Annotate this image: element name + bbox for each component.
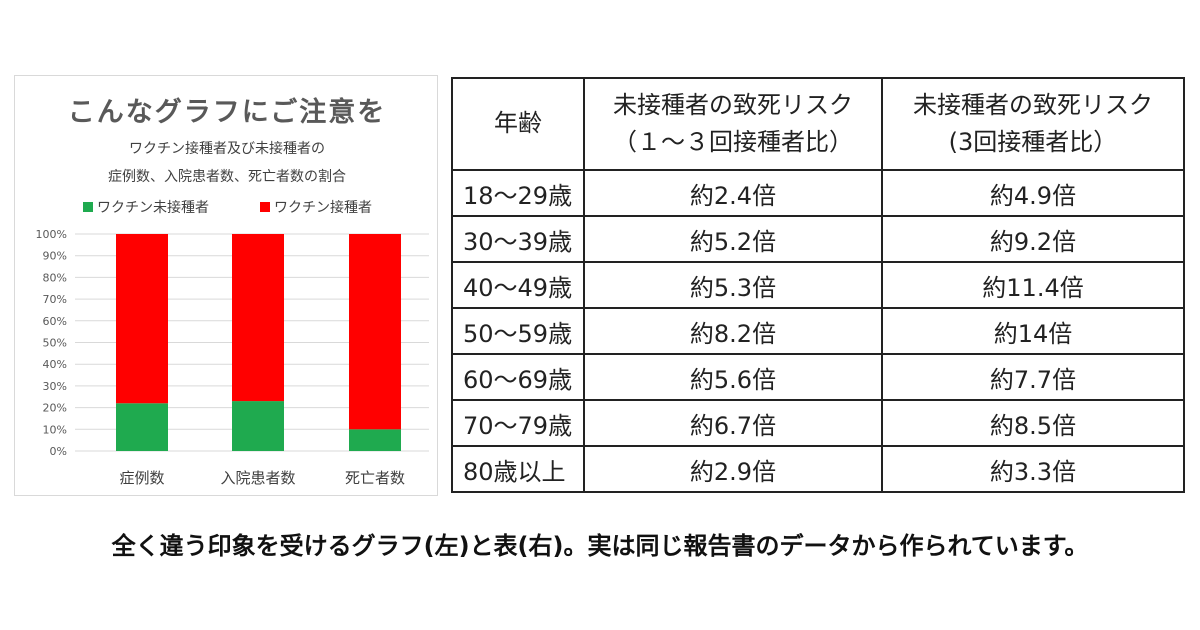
header-risk-1-3: 未接種者の致死リスク （１～３回接種者比） bbox=[583, 77, 883, 171]
header-risk-3: 未接種者の致死リスク (3回接種者比） bbox=[881, 77, 1185, 171]
risk-1-3-cell: 約5.2倍 bbox=[583, 215, 883, 263]
table-row: 30～39歳 約5.2倍 約9.2倍 bbox=[451, 215, 1185, 263]
chart-panel: 0% 10% 20% 30% 40% 50% 60% 70% 80% 90% 100% ワクチン未接種… bbox=[14, 75, 438, 496]
table-row: 40～49歳 約5.3倍 約11.4倍 bbox=[451, 261, 1185, 309]
y-tick-label: 100% bbox=[36, 228, 67, 241]
age-cell: 80歳以上 bbox=[451, 445, 585, 493]
table-row: 70～79歳 約6.7倍 約8.5倍 bbox=[451, 399, 1185, 447]
risk-1-3-cell: 約2.4倍 bbox=[583, 169, 883, 217]
y-tick-label: 40% bbox=[43, 358, 67, 371]
y-tick-label: 80% bbox=[43, 271, 67, 284]
bar-segment bbox=[232, 234, 284, 402]
y-tick-label: 50% bbox=[43, 337, 67, 350]
table-row: 50～59歳 約8.2倍 約14倍 bbox=[451, 307, 1185, 355]
category-label: 死亡者数 bbox=[345, 469, 405, 487]
table-header-row: 年齢 未接種者の致死リスク （１～３回接種者比） 未接種者の致死リスク (3回接… bbox=[451, 77, 1185, 171]
header-risk-1-3-line-2: （１～３回接種者比） bbox=[613, 128, 853, 156]
risk-3-cell: 約9.2倍 bbox=[881, 215, 1185, 263]
legend-swatch bbox=[83, 202, 93, 212]
header-age: 年齢 bbox=[451, 77, 585, 171]
legend-label: ワクチン接種者 bbox=[274, 199, 372, 216]
chart-subtitle-line-2: 症例数、入院患者数、死亡者数の割合 bbox=[108, 169, 346, 185]
table-body: 18～29歳 約2.4倍 約4.9倍 30～39歳 約5.2倍 約9.2倍 40～49歳 約5… bbox=[451, 169, 1185, 493]
bar-segment bbox=[232, 401, 284, 451]
category-label: 症例数 bbox=[119, 469, 164, 487]
bar-segment bbox=[116, 403, 168, 451]
risk-table: 年齢 未接種者の致死リスク （１～３回接種者比） 未接種者の致死リスク (3回接… bbox=[451, 77, 1185, 493]
risk-1-3-cell: 約6.7倍 bbox=[583, 399, 883, 447]
risk-3-cell: 約14倍 bbox=[881, 307, 1185, 355]
risk-1-3-cell: 約8.2倍 bbox=[583, 307, 883, 355]
risk-3-cell: 約4.9倍 bbox=[881, 169, 1185, 217]
age-cell: 70～79歳 bbox=[451, 399, 585, 447]
y-tick-label: 30% bbox=[43, 380, 67, 393]
caption: 全く違う印象を受けるグラフ(左)と表(右)。実は同じ報告書のデータから作られてい… bbox=[111, 532, 1089, 560]
age-cell: 60～69歳 bbox=[451, 353, 585, 401]
table-row: 60～69歳 約5.6倍 約7.7倍 bbox=[451, 353, 1185, 401]
y-tick-label: 10% bbox=[43, 423, 67, 436]
risk-3-cell: 約3.3倍 bbox=[881, 445, 1185, 493]
header-risk-3-line-2: (3回接種者比） bbox=[948, 128, 1118, 156]
legend-label: ワクチン未接種者 bbox=[97, 199, 209, 216]
y-tick-label: 70% bbox=[43, 293, 67, 306]
risk-1-3-cell: 約2.9倍 bbox=[583, 445, 883, 493]
risk-1-3-cell: 約5.6倍 bbox=[583, 353, 883, 401]
chart-subtitle-line-1: ワクチン接種者及び未接種者の bbox=[129, 141, 325, 157]
stacked-bar-chart: 0% 10% 20% 30% 40% 50% 60% 70% 80% 90% 100% ワクチン未接種… bbox=[36, 199, 429, 487]
y-tick-label: 60% bbox=[43, 315, 67, 328]
header-age-label: 年齢 bbox=[494, 109, 542, 138]
age-cell: 30～39歳 bbox=[451, 215, 585, 263]
y-tick-label: 0% bbox=[50, 445, 67, 458]
legend-swatch bbox=[260, 202, 270, 212]
age-cell: 18～29歳 bbox=[451, 169, 585, 217]
y-tick-label: 20% bbox=[43, 402, 67, 415]
chart-title: こんなグラフにご注意を bbox=[67, 97, 387, 128]
bar-segment bbox=[116, 234, 168, 404]
y-tick-label: 90% bbox=[43, 250, 67, 263]
header-risk-3-line-1: 未接種者の致死リスク bbox=[913, 90, 1153, 119]
bar-segment bbox=[349, 234, 401, 430]
category-label: 入院患者数 bbox=[220, 469, 295, 487]
risk-1-3-cell: 約5.3倍 bbox=[583, 261, 883, 309]
age-cell: 40～49歳 bbox=[451, 261, 585, 309]
header-risk-1-3-line-1: 未接種者の致死リスク bbox=[613, 90, 853, 119]
risk-3-cell: 約7.7倍 bbox=[881, 353, 1185, 401]
risk-3-cell: 約11.4倍 bbox=[881, 261, 1185, 309]
table-row: 80歳以上 約2.9倍 約3.3倍 bbox=[451, 445, 1185, 493]
table-row: 18～29歳 約2.4倍 約4.9倍 bbox=[451, 169, 1185, 217]
age-cell: 50～59歳 bbox=[451, 307, 585, 355]
risk-3-cell: 約8.5倍 bbox=[881, 399, 1185, 447]
bar-segment bbox=[349, 429, 401, 451]
